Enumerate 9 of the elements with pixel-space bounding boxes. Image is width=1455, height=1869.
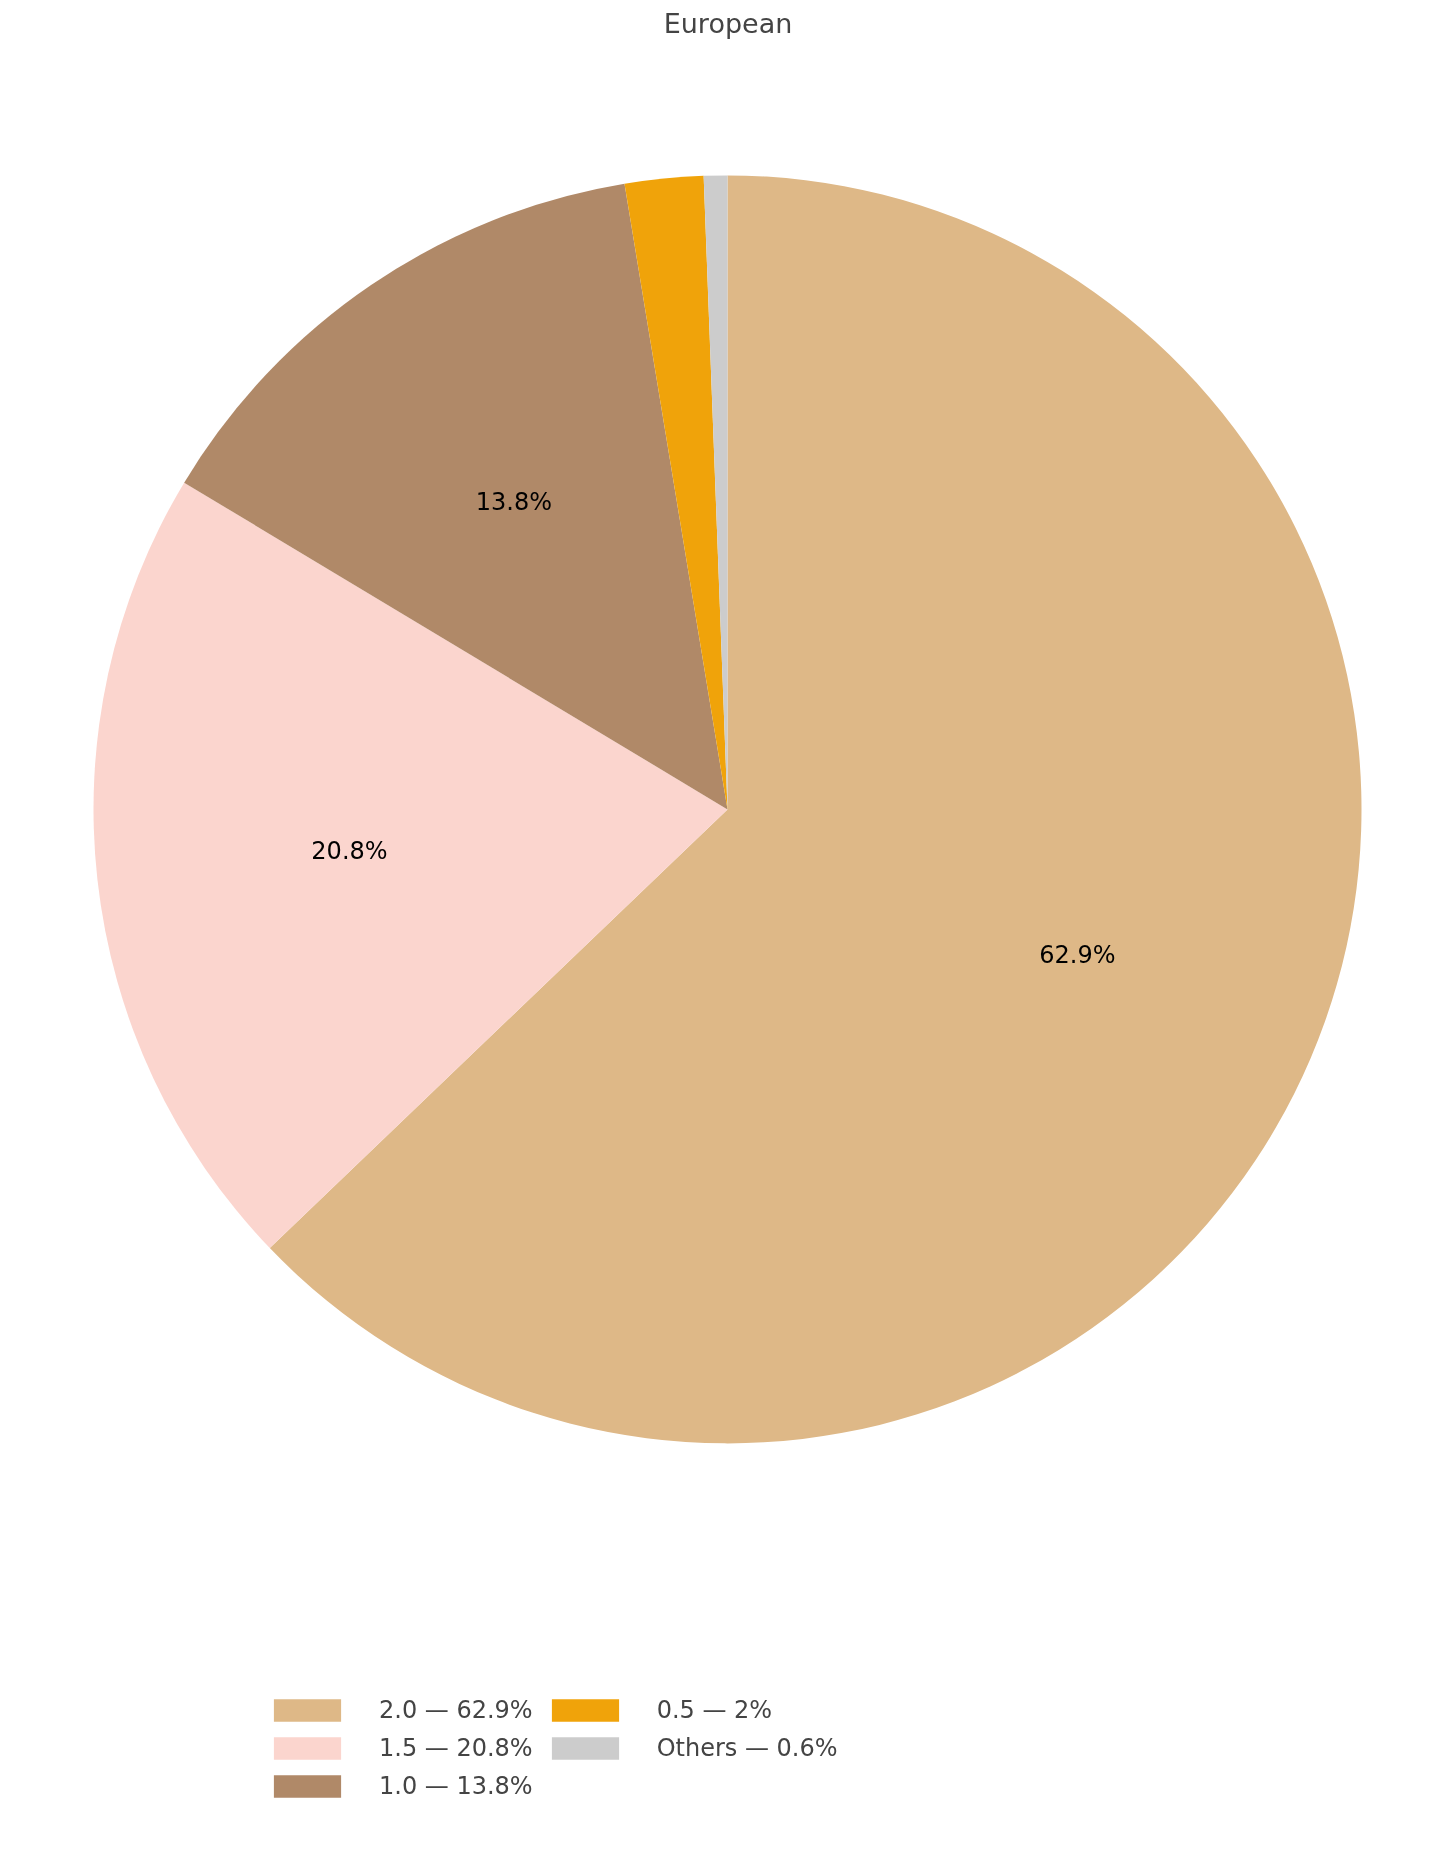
data-label: 62.9%	[1039, 941, 1116, 970]
legend-label: Others — 0.6%	[656, 1734, 838, 1762]
legend-label: 0.5 — 2%	[656, 1696, 773, 1724]
legend-label: 2.0 — 62.9%	[379, 1696, 533, 1724]
chart-title: European	[663, 7, 793, 39]
data-label: 20.8%	[311, 836, 388, 865]
legend-label: 1.0 — 13.8%	[379, 1772, 533, 1800]
data-label: 13.8%	[475, 487, 552, 516]
legend-label: 1.5 — 20.8%	[379, 1734, 533, 1762]
